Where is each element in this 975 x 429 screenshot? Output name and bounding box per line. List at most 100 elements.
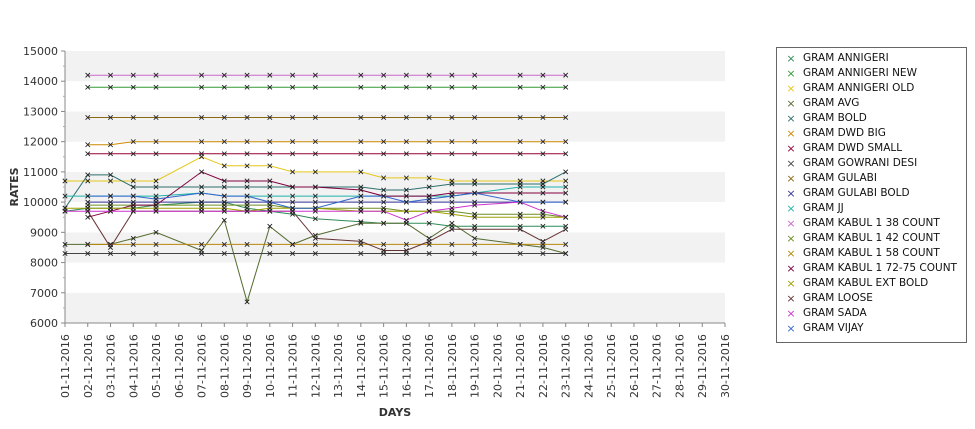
data-point: [449, 139, 455, 145]
legend-item: × GRAM AVG: [777, 96, 966, 111]
data-point: [563, 72, 569, 78]
data-point: [153, 139, 159, 145]
grid-band: [65, 141, 725, 172]
series: [62, 250, 569, 257]
data-point: [221, 72, 227, 78]
data-point: [449, 226, 455, 232]
data-point: [472, 181, 478, 187]
x-axis-title: DAYS: [379, 406, 412, 419]
data-point: [563, 139, 569, 145]
data-point: [517, 214, 523, 220]
grid-band: [65, 262, 725, 293]
data-point: [426, 196, 432, 202]
data-point: [403, 208, 409, 214]
data-point: [244, 193, 250, 199]
data-point: [563, 114, 569, 121]
data-point: [381, 241, 387, 247]
y-tick-label: 13000: [23, 105, 58, 118]
x-tick-label: 19-11-2016: [469, 334, 482, 398]
data-point: [472, 214, 478, 220]
x-axis: 01-11-2016 02-11-2016 03-11-2016 04-11-2016…: [59, 322, 732, 398]
legend-marker: ×: [786, 307, 796, 320]
data-point: [267, 193, 273, 199]
data-point: [358, 238, 364, 244]
data-point: [153, 229, 159, 235]
legend-item: × GRAM KABUL 1 42 COUNT: [777, 231, 966, 246]
data-point: [85, 250, 91, 257]
data-point: [85, 178, 91, 184]
legend-marker: ×: [786, 112, 796, 125]
legend-label: GRAM AVG: [803, 97, 860, 109]
data-point: [290, 184, 296, 190]
data-point: [153, 114, 159, 121]
data-point: [107, 208, 114, 214]
data-point: [130, 184, 136, 190]
data-point: [563, 226, 569, 232]
data-point: [540, 72, 546, 78]
y-tick-label: 15000: [23, 45, 58, 58]
data-point: [426, 238, 432, 244]
data-point: [381, 72, 387, 78]
data-point: [312, 114, 318, 121]
data-point: [540, 208, 546, 214]
data-point: [540, 250, 546, 257]
legend-item: × GRAM LOOSE: [777, 291, 966, 306]
data-point: [358, 169, 364, 175]
data-point: [244, 202, 250, 208]
legend-marker: ×: [786, 217, 796, 230]
legend-label: GRAM ANNIGERI OLD: [803, 82, 915, 94]
x-tick-label: 09-11-2016: [241, 334, 254, 398]
data-point: [244, 139, 250, 145]
data-point: [221, 193, 227, 199]
data-point: [449, 72, 455, 78]
data-point: [290, 250, 296, 257]
legend: × GRAM ANNIGERI × GRAM ANNIGERI NEW × GRAM AN…: [776, 47, 967, 343]
data-point: [312, 199, 318, 205]
data-point: [221, 163, 227, 169]
data-point: [85, 208, 91, 214]
x-tick-label: 22-11-2016: [537, 334, 550, 398]
data-point: [130, 139, 136, 145]
legend-item: × GRAM KABUL 1 72-75 COUNT: [777, 261, 966, 276]
data-point: [199, 184, 205, 190]
y-tick-label: 11000: [23, 166, 58, 179]
x-tick-label: 17-11-2016: [423, 334, 436, 398]
grid-band: [65, 202, 725, 233]
x-tick-label: 02-11-2016: [82, 334, 95, 398]
data-point: [312, 250, 318, 257]
data-point: [426, 114, 432, 121]
data-point: [244, 178, 250, 184]
data-point: [403, 151, 409, 157]
x-tick-label: 04-11-2016: [127, 334, 140, 398]
data-point: [130, 72, 136, 78]
legend-item: × GRAM JJ: [777, 201, 966, 216]
data-point: [517, 199, 523, 205]
data-point: [381, 151, 387, 157]
data-point: [267, 72, 273, 78]
data-point: [563, 151, 569, 157]
x-tick-label: 25-11-2016: [605, 334, 618, 398]
y-tick-label: 7000: [30, 287, 58, 300]
data-point: [312, 205, 318, 211]
data-point: [517, 250, 523, 257]
series: [85, 84, 569, 90]
data-point: [312, 193, 318, 199]
data-point: [221, 151, 227, 157]
legend-marker: ×: [786, 292, 796, 305]
data-point: [85, 114, 91, 121]
data-point: [449, 193, 455, 199]
data-point: [381, 208, 387, 214]
x-tick-label: 01-11-2016: [59, 334, 72, 398]
data-point: [153, 241, 159, 247]
series: [85, 151, 569, 157]
data-point: [563, 199, 569, 205]
data-point: [85, 241, 91, 247]
data-point: [403, 199, 409, 205]
legend-item: × GRAM GULABI BOLD: [777, 186, 966, 201]
data-point: [540, 214, 546, 220]
data-point: [381, 247, 387, 253]
data-point: [358, 199, 364, 205]
data-point: [85, 72, 91, 78]
data-point: [130, 208, 136, 214]
data-point: [426, 175, 432, 181]
